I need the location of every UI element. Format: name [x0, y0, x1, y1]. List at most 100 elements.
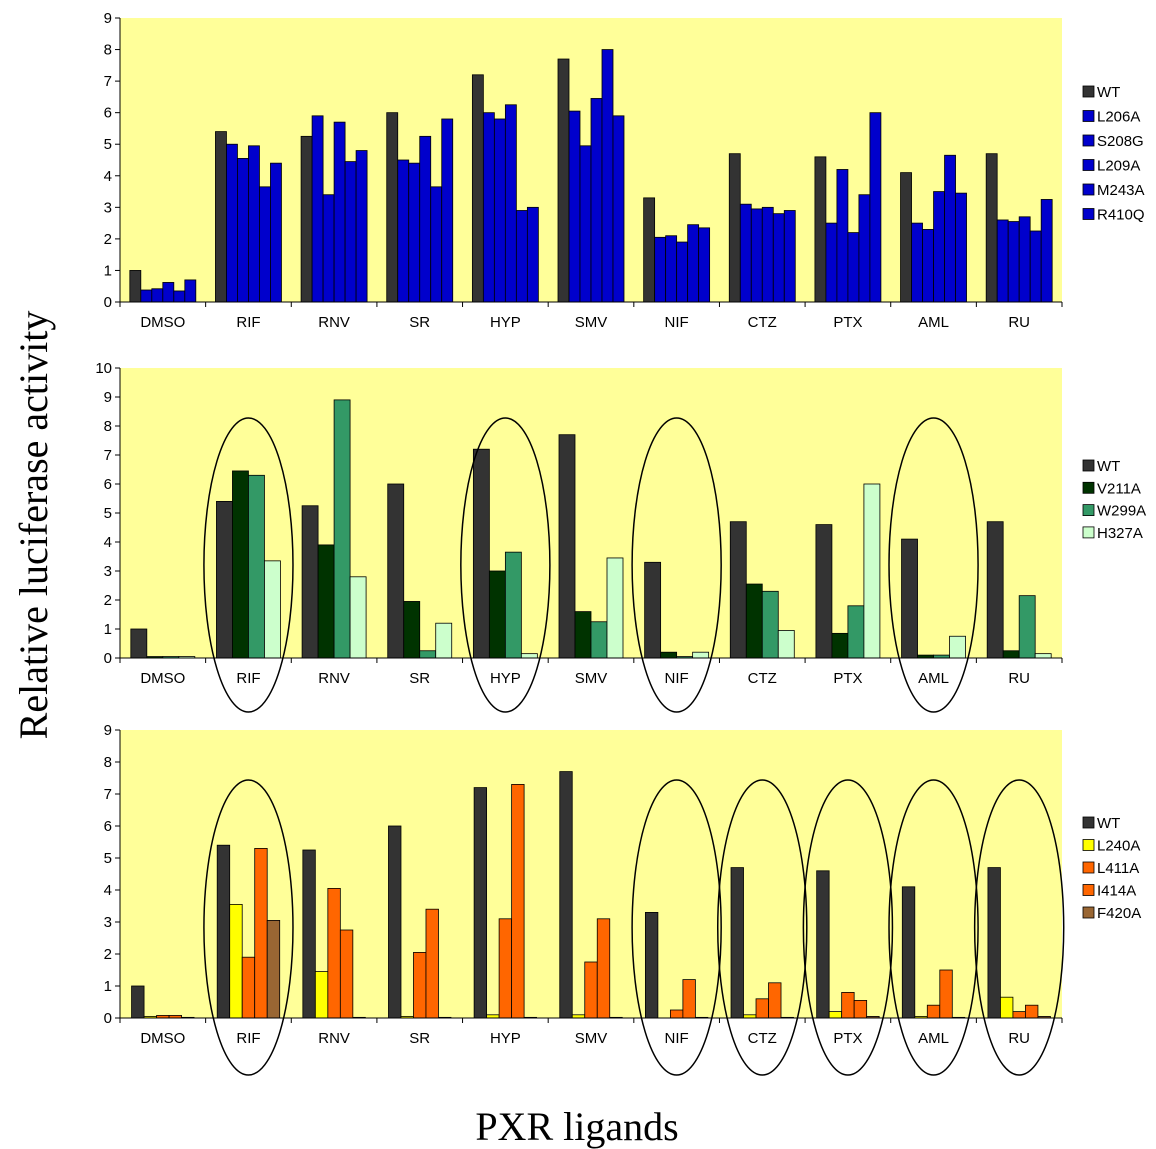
legend-label-l206a: L206A [1097, 109, 1140, 126]
bar-l206a-rnv [311, 115, 324, 303]
x-tick-label-rnv: RNV [318, 670, 350, 687]
x-tick-label-sr: SR [409, 670, 430, 687]
bar-m243a-rnv [344, 161, 357, 303]
bar-w299a-ru [1018, 595, 1036, 659]
bar-wt-ptx [814, 156, 827, 303]
bar-l209a-rnv [333, 121, 346, 303]
bar-s208g-smv [579, 145, 592, 303]
bar-l209a-sr [419, 135, 432, 303]
y-tick-label: 3 [104, 199, 112, 216]
bar-h327a-smv [606, 557, 624, 659]
bar-v211a-ctz [745, 583, 763, 659]
bar-v211a-rif [232, 470, 249, 659]
bar-r410q-ctz [783, 210, 796, 303]
y-tick-label: 4 [104, 534, 112, 551]
y-tick-label: 8 [104, 418, 112, 435]
highlight-circle-ctz [716, 779, 808, 1076]
x-tick-label-sr: SR [409, 1030, 430, 1047]
bar-wt-nif [643, 197, 656, 303]
bar-r410q-hyp [526, 206, 539, 303]
highlight-circle-rif [203, 779, 294, 1076]
y-tick-label: 7 [104, 73, 112, 90]
highlight-circle-nif [631, 417, 722, 713]
legend-swatch-s208g [1082, 134, 1095, 147]
x-tick-label-aml: AML [918, 670, 949, 687]
legend-label-s208g: S208G [1097, 133, 1144, 150]
bar-r410q-rif [270, 162, 282, 303]
bar-wt-hyp [473, 787, 488, 1019]
bar-r410q-dmso [184, 279, 197, 303]
x-tick-label-rnv: RNV [318, 314, 350, 331]
bar-wt-rif [216, 500, 233, 659]
y-tick-label: 5 [104, 505, 112, 522]
bar-l209a-dmso [162, 282, 175, 303]
legend-label-l411a: L411A [1097, 860, 1139, 877]
legend-label-wt: WT [1097, 815, 1120, 832]
bar-wt-ctz [728, 153, 741, 303]
legend-swatch-i414a [1082, 884, 1095, 896]
bar-l209a-rif [248, 145, 260, 303]
bar-m243a-smv [601, 49, 614, 303]
y-tick-label: 8 [104, 754, 112, 771]
bar-r410q-sr [441, 118, 454, 303]
bar-l206a-nif [654, 236, 667, 303]
x-tick-label-ctz: CTZ [748, 1030, 777, 1047]
bar-s208g-hyp [493, 118, 506, 303]
legend-swatch-l209a [1082, 159, 1095, 171]
bar-l206a-dmso [140, 289, 153, 303]
bar-r410q-aml [955, 192, 967, 303]
bar-l206a-rif [226, 143, 238, 303]
legend-label-v211a: V211A [1097, 480, 1141, 497]
bar-i414a-ptx [853, 1000, 868, 1019]
x-tick-label-aml: AML [918, 1030, 949, 1047]
bar-w299a-hyp [504, 551, 522, 659]
bar-l209a-hyp [504, 104, 517, 303]
bar-h327a-hyp [520, 653, 538, 659]
chart-panel-2: 0 1 2 3 4 5 6 7 8 9 10 DMSO RIF RNV SR HYP SMV NIF CTZ PTX A… [95, 360, 1146, 713]
chart-panel-1: 0 1 2 3 4 5 6 7 8 9 DMSO RIF RNV SR HYP SMV NIF CTZ PTX AML… [104, 10, 1145, 331]
x-tick-label-smv: SMV [575, 670, 608, 687]
bar-wt-aml [901, 538, 918, 659]
legend-swatch-r410q [1082, 208, 1095, 220]
bar-wt-ctz [730, 867, 744, 1019]
bar-s208g-rif [237, 158, 249, 303]
legend-swatch-m243a [1082, 183, 1095, 196]
bar-l240a-rnv [314, 971, 329, 1019]
bar-l209a-ru [1018, 216, 1031, 303]
bar-wt-dmso [131, 985, 145, 1019]
y-tick-label: 5 [104, 850, 112, 867]
bar-wt-ru [987, 867, 1001, 1019]
bar-l209a-ctz [761, 206, 774, 303]
x-tick-label-rif: RIF [236, 314, 260, 331]
highlight-circle-hyp [460, 417, 551, 713]
bar-i414a-aml [939, 969, 953, 1019]
bar-v211a-hyp [488, 570, 506, 659]
bar-wt-ru [986, 521, 1004, 659]
x-tick-label-nif: NIF [665, 314, 689, 331]
bar-v211a-sr [403, 601, 421, 659]
x-tick-label-ptx: PTX [833, 670, 862, 687]
bar-l411a-hyp [498, 918, 513, 1019]
y-axis-label: Relative luciferase activity [11, 311, 56, 740]
bar-v211a-nif [660, 651, 678, 659]
y-tick-label: 4 [104, 882, 112, 899]
highlight-circle-aml [888, 779, 979, 1076]
legend-label-wt: WT [1097, 84, 1120, 101]
highlight-circle-rif [203, 417, 294, 713]
x-tick-label-dmso: DMSO [140, 670, 185, 687]
bar-w299a-rnv [333, 399, 351, 659]
bar-l206a-hyp [482, 112, 495, 303]
highlight-circle-nif [631, 779, 722, 1076]
x-tick-label-smv: SMV [575, 314, 608, 331]
x-axis-label: PXR ligands [475, 1104, 678, 1149]
legend-swatch-w299a [1082, 504, 1095, 517]
y-tick-label: 6 [104, 476, 112, 493]
bar-wt-sr [386, 112, 399, 303]
bar-m243a-aml [944, 154, 956, 303]
bar-h327a-ctz [777, 630, 795, 659]
bar-l411a-nif [669, 1009, 684, 1019]
bar-s208g-ptx [836, 169, 849, 303]
bar-l240a-ru [1000, 996, 1014, 1019]
bar-r410q-nif [698, 227, 711, 303]
bar-r410q-smv [612, 115, 625, 303]
